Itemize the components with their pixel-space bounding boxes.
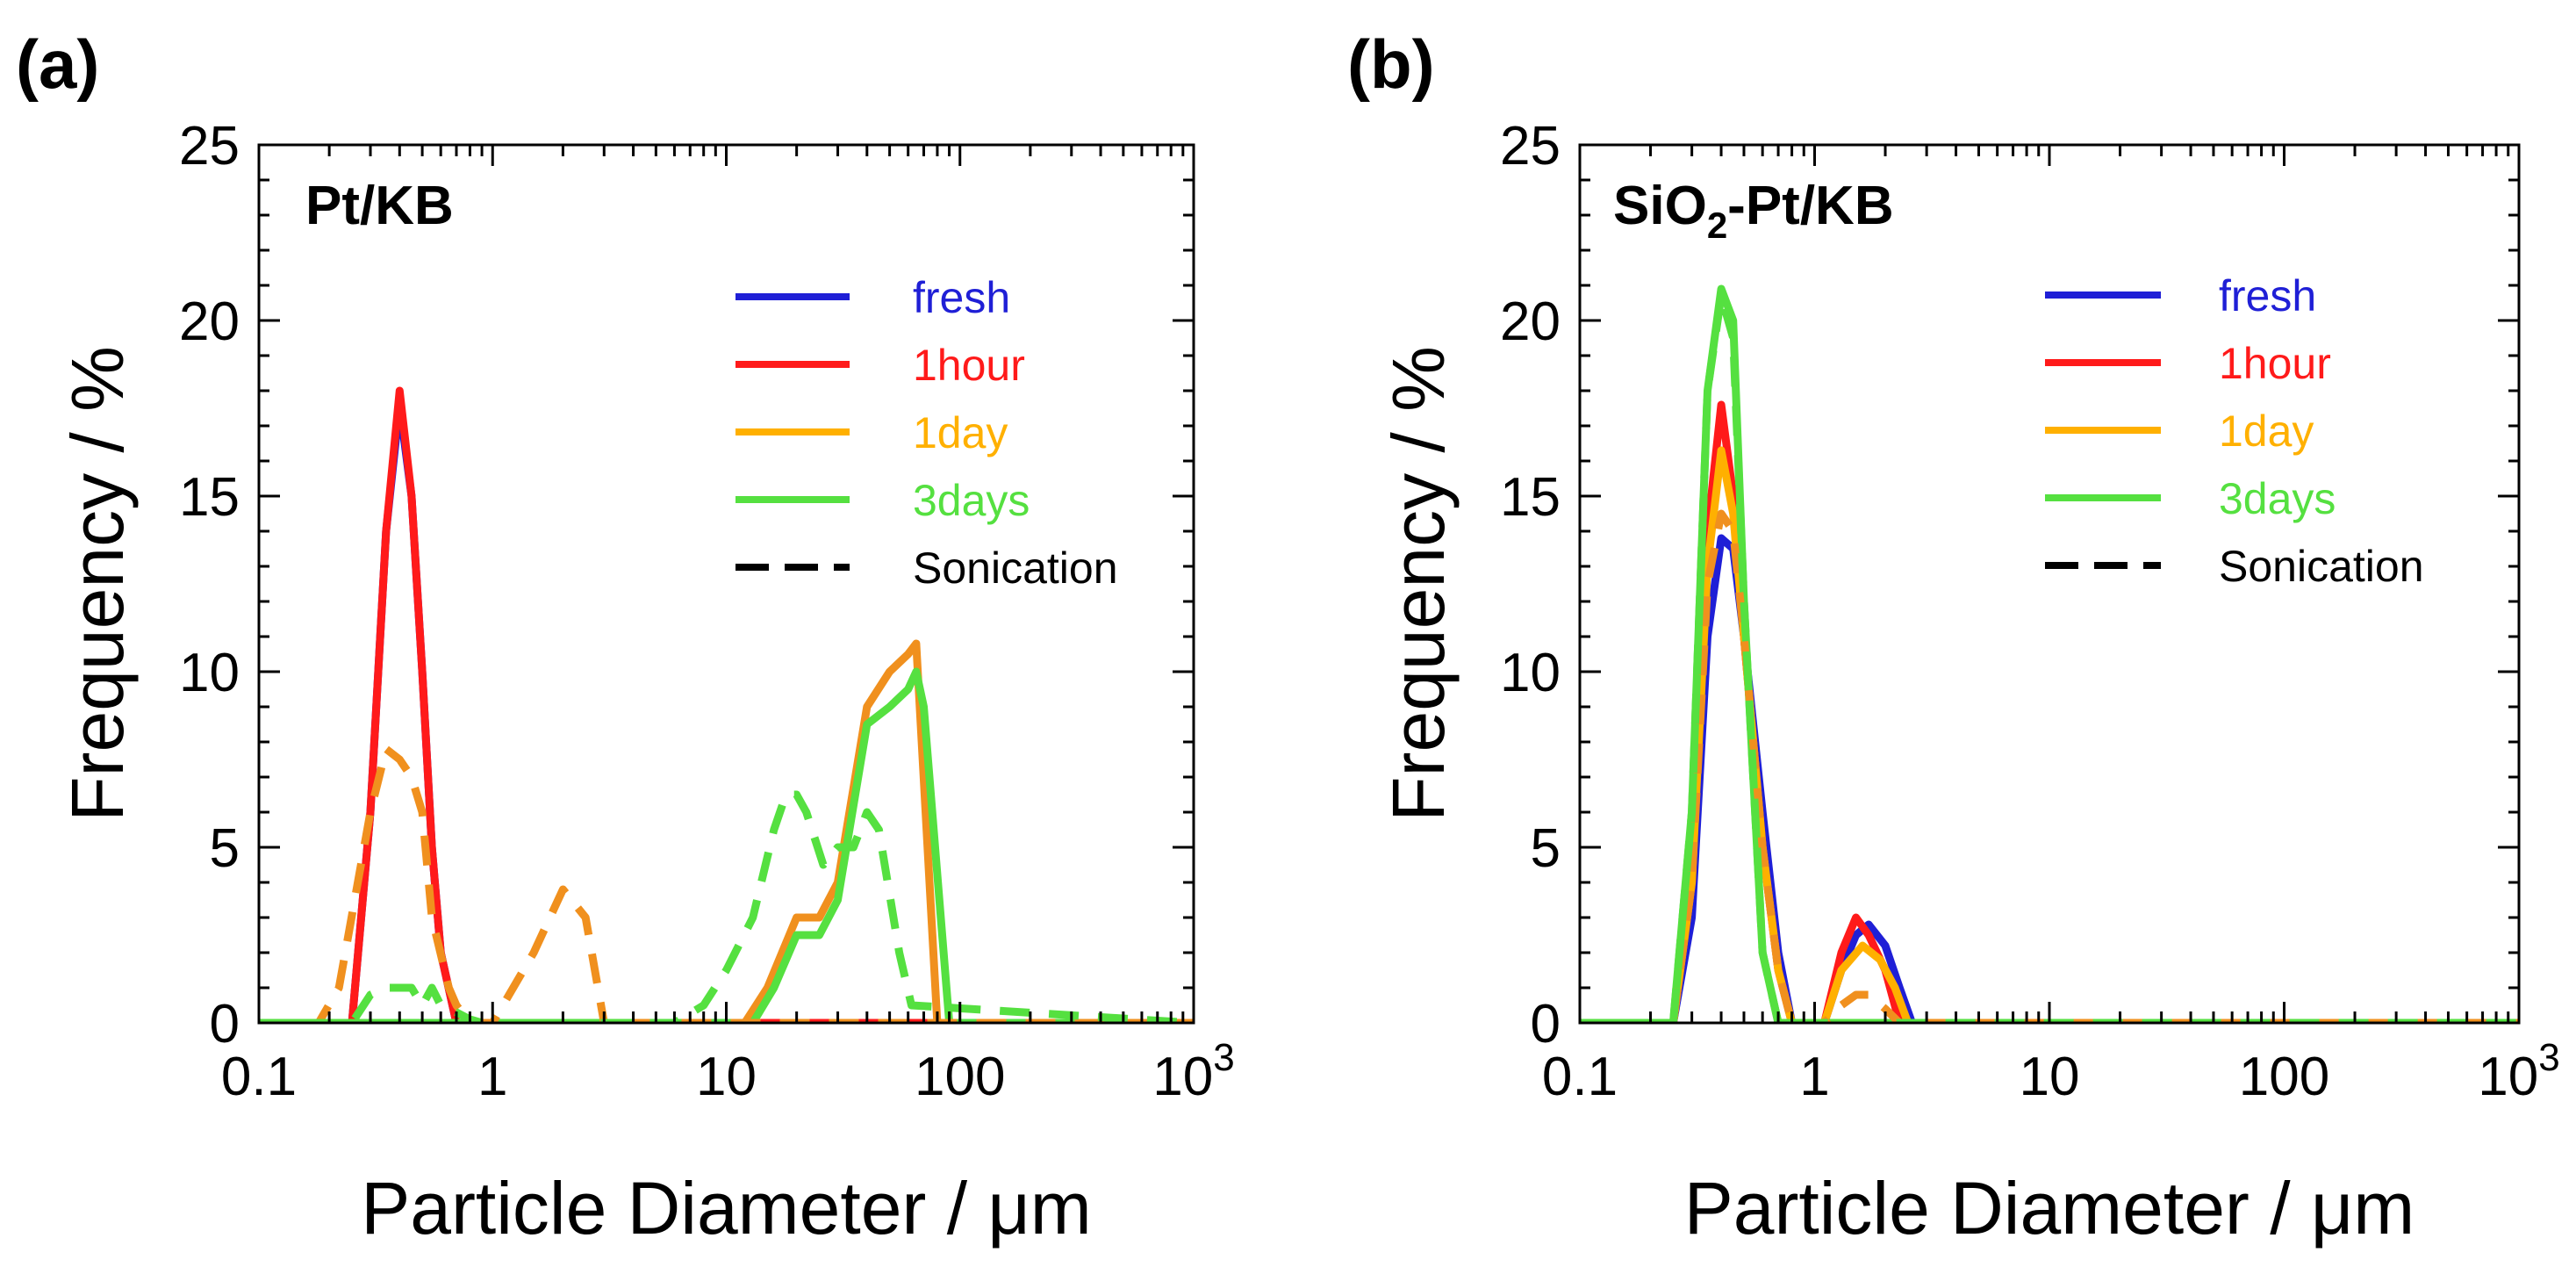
series-line-3days [259,667,1194,1023]
series-line-3days [1580,284,2519,1023]
y-tick-label: 20 [179,292,240,352]
legend-label-1day: 1day [2219,407,2314,456]
x-tick-label: 100 [915,1047,1005,1107]
legend-label-1day: 1day [913,408,1008,457]
legend: fresh 1hour 1day 3days Sonication [2045,271,2424,591]
chart-panel-a: (a) 0.1 1 10 100 103 0 5 10 15 20 25 Particle Diamet… [16,25,1235,1249]
y-tick-label: 0 [210,994,240,1054]
sample-title: Pt/KB [305,176,454,236]
panel-letter: (a) [16,25,99,103]
y-axis-title: Frequency / % [56,346,139,822]
legend-label-sonication: Sonication [913,543,1118,593]
series-line-3days-sonication [259,790,1194,1023]
y-tick-label: 5 [210,818,240,879]
chart-panel-b: (b) 0.1 1 10 100 103 0 5 10 15 20 25 Particle Diamet… [1347,25,2560,1249]
legend-label-1hour: 1hour [913,341,1025,390]
series-group [259,386,1194,1023]
legend-label-1hour: 1hour [2219,339,2331,388]
x-tick-label: 1 [477,1047,507,1107]
x-tick-label: 100 [2239,1047,2329,1107]
y-tick-label: 20 [1500,292,1561,352]
series-line-1day-sonication [259,745,1194,1023]
y-tick-label: 25 [1500,116,1561,176]
series-line-fresh [1580,534,2519,1023]
legend-label-fresh: fresh [2219,271,2316,320]
legend-label-3days: 3days [913,476,1030,525]
x-axis-title: Particle Diameter / μm [361,1167,1092,1249]
x-tick-label: 103 [1152,1036,1234,1107]
y-tick-label: 10 [179,643,240,703]
series-line-3days-sonication [1580,292,2519,1023]
series-line-fresh [259,400,1194,1023]
tick-marks [257,143,1194,1025]
legend-label-sonication: Sonication [2219,542,2424,591]
series-group [1580,284,2519,1023]
x-axis-title: Particle Diameter / μm [1684,1167,2415,1249]
x-tick-label: 0.1 [1542,1047,1618,1107]
sample-title: SiO2-Pt/KB [1613,176,1894,246]
y-tick-label: 5 [1531,818,1561,879]
y-tick-label: 0 [1531,994,1561,1054]
series-line-1hour [259,386,1194,1023]
legend-label-fresh: fresh [913,273,1010,322]
panel-letter: (b) [1347,25,1435,103]
legend: fresh 1hour 1day 3days Sonication [735,273,1118,593]
x-tick-label: 10 [2020,1047,2080,1107]
x-tick-label: 1 [1799,1047,1829,1107]
x-tick-label: 0.1 [221,1047,297,1107]
y-tick-label: 15 [179,467,240,528]
tick-marks [1578,143,2519,1025]
y-tick-label: 10 [1500,643,1561,703]
legend-label-3days: 3days [2219,474,2336,523]
x-tick-label: 10 [696,1047,757,1107]
y-tick-label: 25 [179,116,240,176]
y-tick-label: 15 [1500,467,1561,528]
x-tick-label: 103 [2478,1036,2559,1107]
y-axis-title: Frequency / % [1377,346,1460,822]
